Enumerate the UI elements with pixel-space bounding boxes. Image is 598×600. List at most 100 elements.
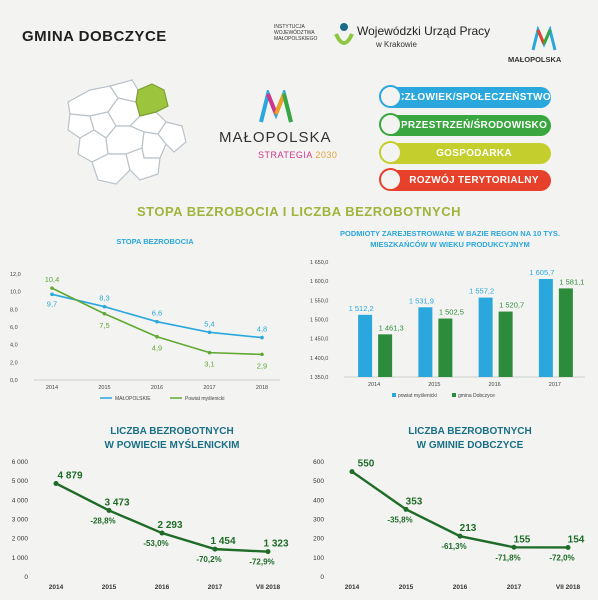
y-tick-label: 1 350,0: [310, 375, 328, 381]
wup-name: Wojewódzki Urząd Pracy: [357, 24, 491, 38]
x-tick-label: 2017: [507, 584, 522, 591]
data-point: [102, 304, 107, 309]
x-tick-label: 2016: [489, 382, 501, 388]
x-tick-label: 2015: [399, 584, 414, 591]
x-tick-label: VII 2018: [256, 584, 281, 591]
data-point: [511, 544, 517, 550]
chart-title-line: LICZBA BEZROBOTNYCH: [408, 426, 532, 437]
data-label: 6,6: [152, 309, 162, 318]
data-point: [349, 469, 355, 475]
legend-label: MAŁOPOLSKIE: [115, 396, 151, 402]
y-tick-label: 1 650,0: [310, 260, 328, 266]
y-tick-label: 4 000: [12, 497, 29, 504]
data-label: 1 323: [263, 539, 288, 550]
data-label: 550: [358, 459, 375, 470]
data-label: 154: [568, 534, 585, 545]
data-point: [50, 286, 54, 290]
y-tick-label: 1 450,0: [310, 337, 328, 343]
x-tick-label: 2017: [208, 584, 223, 591]
legend-label: gmina Dobczyce: [458, 393, 495, 399]
chart-title-line: MIESZKAŃCÓW W WIEKU PRODUKCYJNYM: [370, 240, 530, 249]
pillar-label: PRZESTRZEŃ/ŚRODOWISKO: [400, 120, 548, 131]
data-label: 10,4: [45, 275, 60, 284]
chart-title: STOPA BEZROBOCIA: [116, 237, 194, 246]
y-tick-label: 0,0: [10, 378, 18, 384]
x-tick-label: 2016: [453, 584, 468, 591]
chart-title-line: W POWIECIE MYŚLENICKIM: [105, 438, 240, 451]
malopolska-logo-text: MAŁOPOLSKA: [508, 55, 562, 64]
pillar-circle-icon: [379, 113, 402, 136]
bar-label: 1 557,2: [469, 287, 494, 296]
data-label: 3,1: [204, 360, 214, 369]
pillar-1: PRZESTRZEŃ/ŚRODOWISKO: [379, 113, 551, 136]
bar-label: 1 520,7: [499, 301, 524, 310]
wup-institution-text: INSTYTUCJA WOJEWÓDZTWA MAŁOPOLSKIEGO: [274, 24, 318, 42]
chart-title-line: PODMIOTY ZAREJESTROWANE W BAZIE REGON NA…: [340, 229, 560, 238]
data-point: [106, 507, 112, 513]
data-label: 4,8: [257, 325, 267, 334]
data-point: [207, 350, 212, 355]
change-annotation: -61,3%: [441, 542, 466, 551]
y-tick-label: 2 000: [12, 536, 29, 543]
change-annotation: -71,8%: [495, 553, 520, 562]
bar-0: [418, 307, 433, 377]
legend-label: Powiat myślenicki: [185, 396, 224, 402]
data-label: 4 879: [57, 470, 82, 481]
y-tick-label: 200: [313, 536, 324, 543]
y-tick-label: 2,0: [10, 360, 18, 366]
y-tick-label: 5 000: [12, 478, 29, 485]
data-label: 1 454: [210, 536, 235, 547]
data-label: 5,4: [204, 319, 214, 328]
data-label: 8,3: [99, 294, 109, 303]
y-tick-label: 300: [313, 517, 324, 524]
data-point: [265, 549, 271, 555]
data-point: [53, 480, 59, 486]
change-annotation: -72,9%: [249, 558, 274, 567]
x-tick-label: 2017: [549, 382, 561, 388]
strategy-name: MAŁOPOLSKA: [219, 129, 332, 146]
data-label: 4,9: [152, 344, 162, 353]
y-tick-label: 4,0: [10, 343, 18, 349]
data-point: [102, 311, 107, 316]
strategy-year: 2030: [315, 150, 338, 160]
legend-label: powiat myślenicki: [398, 393, 437, 399]
bar-0: [478, 297, 493, 377]
data-label: 7,5: [99, 321, 109, 330]
malopolska-logo-icon: [531, 26, 557, 51]
data-label: 9,7: [47, 299, 57, 308]
data-label: 2,9: [257, 361, 267, 370]
y-tick-label: 6,0: [10, 325, 18, 331]
x-tick-label: 2018: [256, 385, 268, 391]
y-tick-label: 1 400,0: [310, 356, 328, 362]
bar-1: [438, 318, 453, 377]
x-tick-label: 2014: [345, 584, 360, 591]
bar-1: [558, 288, 573, 377]
pillar-circle-icon: [379, 141, 402, 164]
x-tick-label: 2016: [151, 385, 163, 391]
y-tick-label: 1 550,0: [310, 298, 328, 304]
x-tick-label: 2016: [155, 584, 170, 591]
data-point: [155, 319, 159, 324]
y-tick-label: 600: [313, 459, 324, 466]
data-point: [565, 544, 571, 550]
x-tick-label: VII 2018: [556, 584, 581, 591]
data-point: [207, 330, 212, 335]
y-tick-label: 1 500,0: [310, 318, 328, 324]
bar-label: 1 531,9: [409, 296, 434, 305]
data-point: [260, 335, 264, 340]
unemployed-commune-chart: LICZBA BEZROBOTNYCH W GMINIE DOBCZYCE 0 100…: [313, 426, 585, 591]
y-tick-label: 12,0: [10, 272, 21, 278]
legend-swatch: [392, 393, 396, 397]
strategy-logo-icon: [259, 90, 293, 123]
y-tick-label: 1 000: [12, 555, 29, 562]
pillar-circle-icon: [379, 168, 402, 191]
data-point: [457, 533, 463, 539]
chart-title-line: LICZBA BEZROBOTNYCH: [110, 426, 234, 437]
wup-logo-icon: [334, 23, 354, 45]
y-tick-label: 6 000: [12, 459, 29, 466]
data-point: [159, 530, 165, 536]
bar-1: [498, 311, 513, 377]
unemployment-rate-chart: STOPA BEZROBOCIA 0,0 2,0 4,0 6,0 8,0 10,0 12,0 2…: [10, 237, 280, 402]
change-annotation: -72,0%: [549, 553, 574, 562]
